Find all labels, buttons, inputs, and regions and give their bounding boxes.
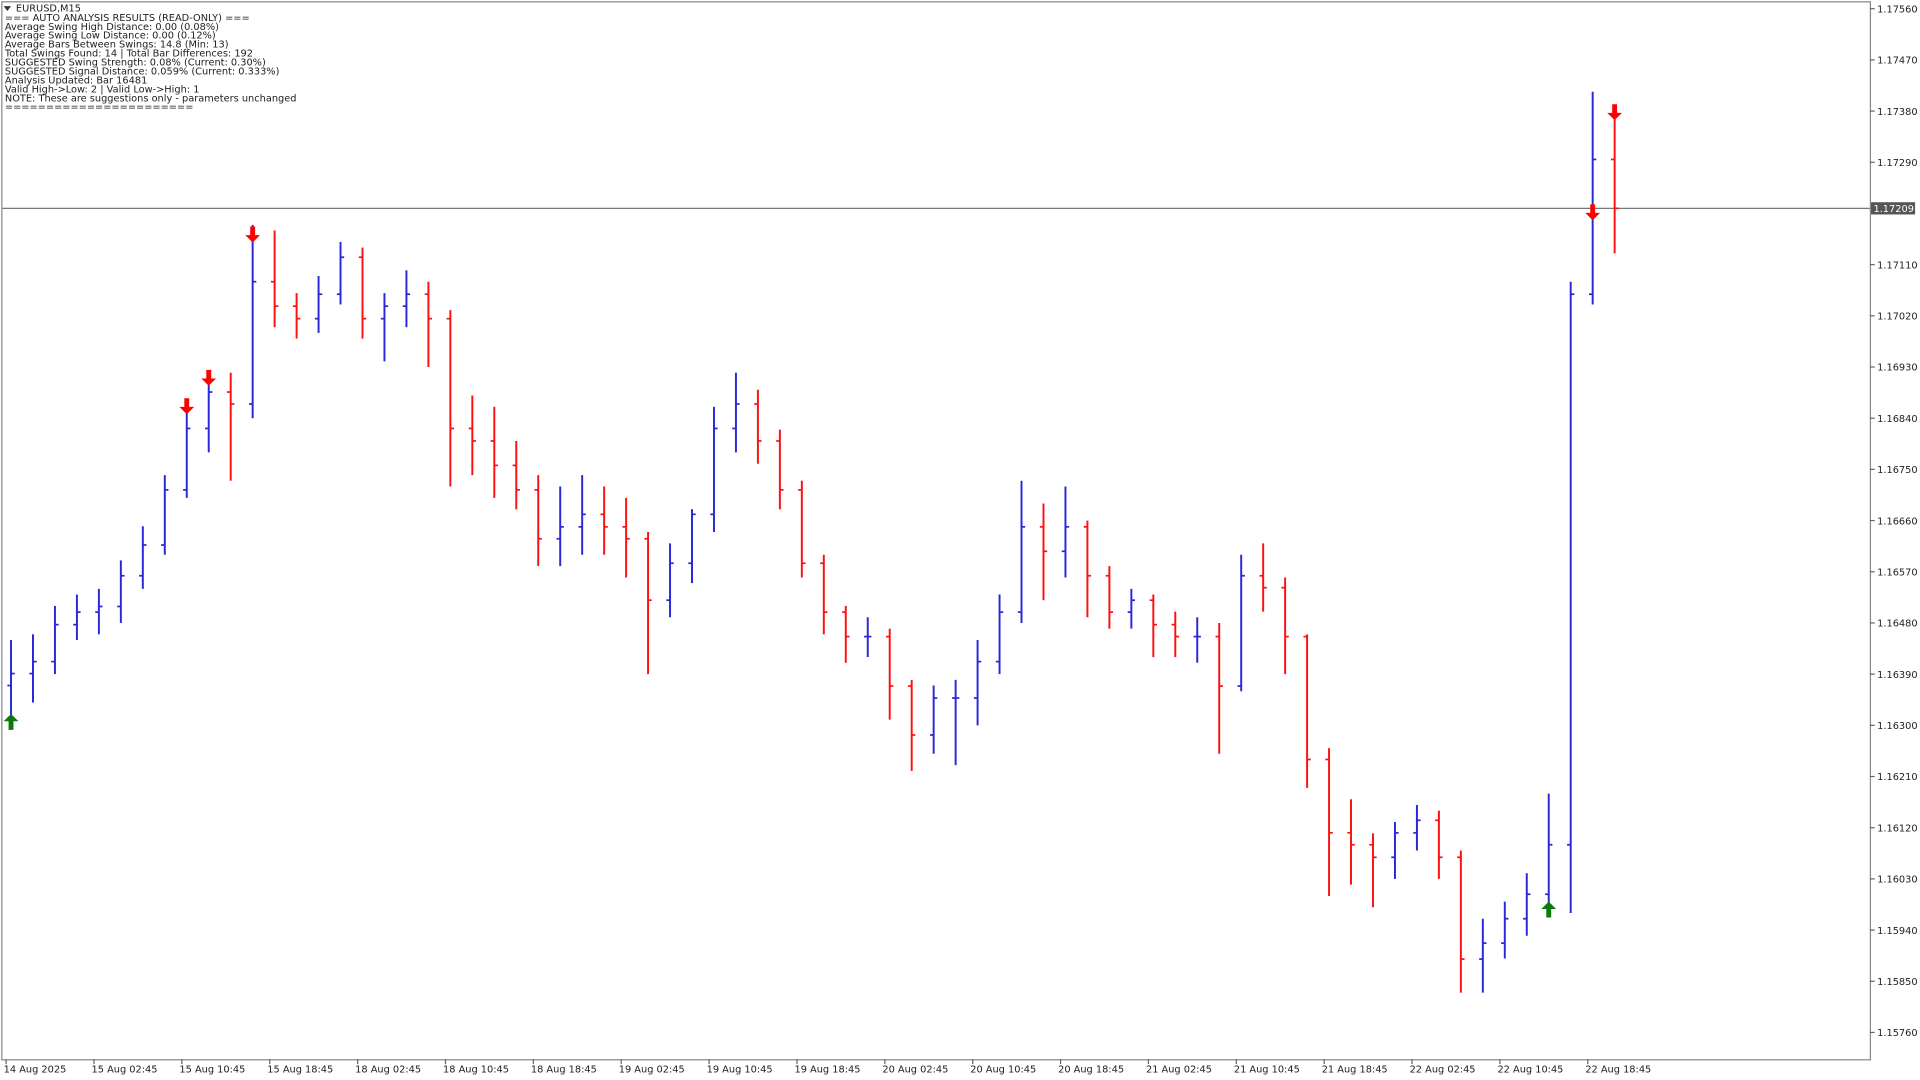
analysis-text-line: Total Swings Found: 14 | Total Bar Diffe…	[4, 49, 253, 60]
analysis-text-line: Valid High->Low: 2 | Valid Low->High: 1	[5, 84, 200, 95]
y-tick-label: 1.15850	[1877, 977, 1917, 988]
y-tick-label: 1.16930	[1877, 363, 1917, 374]
x-tick-label: 20 Aug 18:45	[1058, 1065, 1124, 1076]
sell-signal-arrow	[245, 226, 261, 243]
y-tick-label: 1.15940	[1877, 926, 1917, 937]
y-tick-label: 1.16120	[1877, 823, 1917, 834]
y-tick-label: 1.16840	[1877, 414, 1917, 425]
sell-signal-arrow	[1607, 104, 1622, 121]
x-tick-label: 19 Aug 02:45	[619, 1065, 685, 1076]
x-tick-label: 21 Aug 10:45	[1234, 1065, 1300, 1076]
y-tick-label: 1.16030	[1877, 875, 1917, 886]
y-tick-label: 1.17470	[1877, 56, 1917, 67]
x-tick-label: 18 Aug 18:45	[531, 1065, 597, 1076]
y-tick-label: 1.16570	[1877, 567, 1917, 578]
y-tick-label: 1.16480	[1877, 619, 1917, 630]
symbol-label: EURUSD,M15	[16, 4, 81, 15]
x-tick-label: 22 Aug 18:45	[1585, 1065, 1651, 1076]
sell-signal-arrow	[201, 369, 217, 386]
x-tick-label: 22 Aug 10:45	[1497, 1065, 1563, 1076]
y-tick-label: 1.17110	[1877, 260, 1917, 271]
x-tick-label: 21 Aug 02:45	[1146, 1065, 1212, 1076]
analysis-text-line: SUGGESTED Signal Distance: 0.059% (Curre…	[5, 66, 280, 77]
analysis-text-line: === AUTO ANALYSIS RESULTS (READ-ONLY) ==…	[5, 13, 250, 24]
y-tick-label: 1.16300	[1877, 721, 1917, 732]
y-tick-label: 1.16660	[1877, 516, 1917, 527]
y-tick-label: 1.15760	[1877, 1028, 1917, 1039]
y-tick-label: 1.17020	[1877, 312, 1917, 323]
sell-signal-arrow	[179, 398, 195, 415]
analysis-text-line: Analysis Updated: Bar 16481	[5, 75, 147, 86]
x-tick-label: 20 Aug 02:45	[882, 1065, 948, 1076]
analysis-text-line: Average Bars Between Swings: 14.8 (Min: …	[5, 40, 229, 51]
y-tick-label: 1.17380	[1877, 107, 1917, 118]
buy-signal-arrow	[1541, 901, 1557, 918]
analysis-text-line: Average Swing Low Distance: 0.00 (0.12%)	[5, 31, 216, 42]
x-tick-label: 22 Aug 02:45	[1410, 1065, 1476, 1076]
x-tick-label: 15 Aug 10:45	[179, 1065, 245, 1076]
x-tick-label: 14 Aug 2025	[4, 1065, 67, 1076]
buy-signal-arrow	[3, 713, 19, 730]
plot-frame	[1, 1, 1872, 1061]
y-tick-label: 1.17560	[1877, 4, 1917, 15]
y-tick-label: 1.16390	[1877, 670, 1917, 681]
symbol-toggle[interactable]	[3, 6, 12, 12]
y-tick-label: 1.16210	[1877, 772, 1917, 783]
current-price-box	[1871, 202, 1916, 215]
sell-signal-arrow	[1585, 204, 1601, 221]
x-tick-label: 21 Aug 18:45	[1322, 1065, 1388, 1076]
analysis-text-line: SUGGESTED Swing Strength: 0.08% (Current…	[5, 58, 266, 69]
x-tick-label: 18 Aug 02:45	[355, 1065, 421, 1076]
x-tick-label: 18 Aug 10:45	[443, 1065, 509, 1076]
y-tick-label: 1.17290	[1877, 158, 1917, 169]
analysis-text-line: Average Swing High Distance: 0.00 (0.08%…	[5, 22, 219, 33]
analysis-text-line: NOTE: These are suggestions only - param…	[5, 93, 297, 104]
x-tick-label: 15 Aug 02:45	[92, 1065, 158, 1076]
analysis-text-line: =======================	[5, 102, 194, 113]
current-price-label: 1.17209	[1873, 204, 1913, 215]
x-tick-label: 19 Aug 10:45	[707, 1065, 773, 1076]
x-tick-label: 19 Aug 18:45	[794, 1065, 860, 1076]
x-tick-label: 15 Aug 18:45	[267, 1065, 333, 1076]
x-tick-label: 20 Aug 10:45	[970, 1065, 1036, 1076]
y-tick-label: 1.16750	[1877, 465, 1917, 476]
